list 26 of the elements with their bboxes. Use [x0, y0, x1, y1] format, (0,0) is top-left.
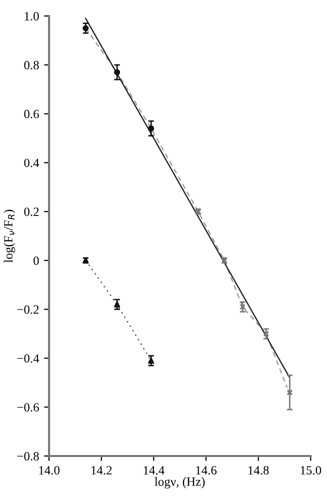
x-tick-label: 14.4 [144, 466, 164, 475]
y-axis-title: log(F$_{ν}$/F$_{R}$) [4, 210, 16, 263]
point [82, 25, 89, 32]
x-tick-label: 14.2 [92, 466, 112, 475]
point [263, 330, 270, 337]
y-tick-label: 0 [34, 256, 39, 265]
y-tick-label: 0.6 [24, 110, 39, 118]
point [114, 69, 120, 76]
y-tick-label: 0.4 [24, 158, 40, 168]
x-tick-label: 14.0 [39, 466, 60, 475]
x-axis-title: logν, (Hz) [154, 477, 205, 488]
point [148, 125, 154, 132]
y-tick-label: −0.8 [17, 452, 39, 461]
point [114, 301, 120, 308]
y-tick-label: 1.0 [24, 12, 39, 21]
point [148, 358, 154, 364]
point [240, 304, 246, 310]
point [286, 389, 293, 396]
y-tick-label: −0.2 [17, 305, 39, 314]
y-tick-label: 0.8 [24, 60, 39, 70]
x-tick-label: 14.8 [248, 466, 269, 475]
x-tick-label: 15.0 [300, 466, 322, 475]
y-tick-label: −0.4 [17, 354, 40, 363]
y-tick-label: −0.6 [17, 403, 39, 412]
x-tick-label: 14.6 [196, 466, 217, 475]
y-tick-label: 0.2 [24, 208, 39, 216]
